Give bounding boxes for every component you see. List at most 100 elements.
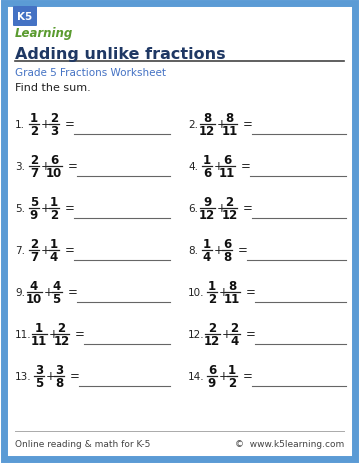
Text: 11: 11 [31, 334, 47, 347]
Text: 4: 4 [50, 250, 58, 263]
Text: 5: 5 [52, 292, 61, 305]
Text: 3: 3 [35, 363, 43, 376]
Text: 2: 2 [230, 321, 239, 334]
Text: K5: K5 [17, 12, 33, 22]
Text: 2: 2 [208, 321, 216, 334]
Text: 9: 9 [30, 208, 38, 221]
FancyBboxPatch shape [13, 7, 37, 27]
Text: +: + [216, 118, 227, 131]
Text: 6: 6 [203, 167, 211, 180]
Text: 10: 10 [46, 167, 62, 180]
Text: 3.: 3. [15, 162, 25, 172]
Text: =: = [243, 202, 253, 215]
Text: 6: 6 [50, 154, 58, 167]
Text: 4: 4 [203, 250, 211, 263]
Text: 12: 12 [199, 208, 215, 221]
Text: 5.: 5. [15, 204, 25, 213]
Text: 2: 2 [208, 292, 216, 305]
Text: 4.: 4. [188, 162, 198, 172]
Text: Grade 5 Fractions Worksheet: Grade 5 Fractions Worksheet [15, 68, 166, 78]
Text: 8: 8 [203, 112, 211, 125]
Text: 13.: 13. [15, 371, 32, 381]
Text: 12: 12 [53, 334, 70, 347]
Text: Online reading & math for K-5: Online reading & math for K-5 [15, 439, 150, 449]
Text: 14.: 14. [188, 371, 205, 381]
Text: 4: 4 [30, 279, 38, 292]
Text: 1: 1 [35, 321, 43, 334]
Text: 11: 11 [222, 125, 238, 138]
Text: 2: 2 [30, 125, 38, 138]
Text: +: + [216, 202, 227, 215]
Text: Find the sum.: Find the sum. [15, 83, 91, 93]
Text: 2: 2 [50, 208, 58, 221]
Text: 8: 8 [223, 250, 231, 263]
Text: 9.: 9. [15, 288, 25, 297]
Text: 7.: 7. [15, 245, 25, 256]
Text: 6: 6 [223, 154, 231, 167]
Text: =: = [67, 160, 78, 173]
Text: 10: 10 [26, 292, 42, 305]
Text: =: = [246, 328, 255, 341]
Text: +: + [219, 286, 229, 299]
Text: 3: 3 [55, 363, 63, 376]
Text: =: = [243, 369, 253, 383]
Text: 8.: 8. [188, 245, 198, 256]
Text: 2: 2 [30, 238, 38, 250]
Text: 9: 9 [203, 195, 211, 208]
Text: 8: 8 [225, 112, 234, 125]
Text: 1: 1 [203, 238, 211, 250]
Text: 7: 7 [30, 250, 38, 263]
Text: 1: 1 [50, 238, 58, 250]
Text: ©  www.k5learning.com: © www.k5learning.com [235, 439, 344, 449]
Text: +: + [219, 369, 229, 383]
Text: +: + [41, 160, 51, 173]
Text: =: = [67, 286, 78, 299]
Text: 6: 6 [208, 363, 216, 376]
Text: 12: 12 [222, 208, 238, 221]
Text: 5: 5 [35, 376, 43, 389]
Text: 4: 4 [52, 279, 61, 292]
Text: 11: 11 [219, 167, 235, 180]
Text: =: = [246, 286, 255, 299]
Text: 1: 1 [203, 154, 211, 167]
Text: =: = [65, 118, 75, 131]
Text: 2: 2 [225, 195, 234, 208]
Text: +: + [214, 244, 224, 257]
Text: 5: 5 [30, 195, 38, 208]
Text: 12: 12 [204, 334, 220, 347]
Text: =: = [241, 160, 250, 173]
Text: +: + [41, 244, 51, 257]
Text: 11.: 11. [15, 329, 32, 339]
Text: =: = [65, 202, 75, 215]
Text: 9: 9 [208, 376, 216, 389]
Text: 2: 2 [30, 154, 38, 167]
Text: 1.: 1. [15, 120, 25, 130]
Text: 2: 2 [50, 112, 58, 125]
FancyBboxPatch shape [4, 4, 355, 459]
Text: 1: 1 [50, 195, 58, 208]
Text: +: + [41, 202, 51, 215]
Text: 8: 8 [55, 376, 63, 389]
Text: 10.: 10. [188, 288, 205, 297]
Text: 1: 1 [228, 363, 236, 376]
Text: +: + [43, 286, 53, 299]
Text: Learning: Learning [15, 26, 73, 39]
Text: +: + [48, 328, 59, 341]
Text: 6: 6 [223, 238, 231, 250]
Text: 3: 3 [50, 125, 58, 138]
Text: +: + [46, 369, 56, 383]
Text: 12: 12 [199, 125, 215, 138]
Text: 8: 8 [228, 279, 236, 292]
Text: 7: 7 [30, 167, 38, 180]
Text: 2: 2 [228, 376, 236, 389]
Text: +: + [214, 160, 224, 173]
Text: 1: 1 [30, 112, 38, 125]
Text: 6.: 6. [188, 204, 198, 213]
Text: +: + [41, 118, 51, 131]
Text: +: + [222, 328, 232, 341]
Text: =: = [75, 328, 85, 341]
Text: =: = [243, 118, 253, 131]
Text: Adding unlike fractions: Adding unlike fractions [15, 47, 225, 63]
Text: 2.: 2. [188, 120, 198, 130]
Text: 4: 4 [230, 334, 239, 347]
